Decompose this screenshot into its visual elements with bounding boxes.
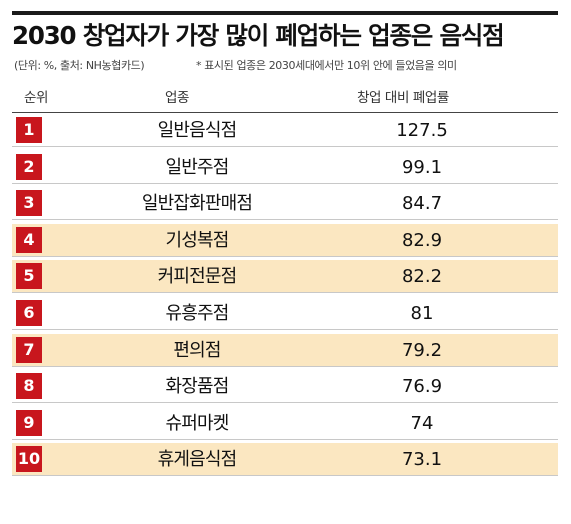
rank-badge: 1 <box>16 117 42 143</box>
header-category: 업종 <box>165 90 190 106</box>
closure-rate-value: 127.5 <box>396 120 448 141</box>
closure-rate-value: 84.7 <box>401 193 443 215</box>
table-row: 1 일반음식점 127.5 <box>12 114 558 147</box>
top-rule <box>12 11 558 15</box>
category-name: 일반잡화판매점 <box>141 193 253 215</box>
category-name: 화장품점 <box>165 376 229 398</box>
table-row: 8 화장품점 76.9 <box>12 370 558 404</box>
rank-badge: 7 <box>16 336 42 363</box>
table-row: 4 기성복점 82.9 <box>12 223 558 257</box>
unit-source-note: (단위: %, 출처: NH농협카드) <box>14 59 145 72</box>
closure-rate-value: 74 <box>410 412 434 434</box>
closure-rate-value: 73.1 <box>401 449 443 471</box>
rank-badge: 4 <box>16 226 42 253</box>
chart-title: 2030 창업자가 가장 많이 폐업하는 업종은 음식점 <box>12 21 505 50</box>
table-row: 6 유흥주점 81 <box>12 297 558 330</box>
highlight-note: * 표시된 업종은 2030세대에서만 10위 안에 들었음을 의미 <box>196 59 457 72</box>
rank-badge: 9 <box>16 409 42 436</box>
closure-rate-value: 82.2 <box>401 266 443 288</box>
rank-badge: 3 <box>16 190 42 217</box>
rank-badge: 5 <box>16 263 42 290</box>
rank-badge: 10 <box>16 446 42 473</box>
table-row: 2 일반주점 99.1 <box>12 151 558 184</box>
table-header: 순위 업종 창업 대비 폐업률 <box>12 86 558 113</box>
closure-rate-value: 76.9 <box>401 376 443 398</box>
category-name: 슈퍼마켓 <box>165 412 229 434</box>
category-name: 유흥주점 <box>165 303 229 324</box>
category-name: 일반음식점 <box>157 120 238 141</box>
header-closure-rate: 창업 대비 폐업률 <box>357 90 449 106</box>
table-row: 3 일반잡화판매점 84.7 <box>12 187 558 221</box>
closure-rate-value: 82.9 <box>401 229 443 251</box>
table-row: 9 슈퍼마켓 74 <box>12 407 558 440</box>
table-row: 5 커피전문점 82.2 <box>12 260 558 294</box>
category-name: 커피전문점 <box>157 266 238 288</box>
category-name: 휴게음식점 <box>157 449 238 471</box>
rank-badge: 2 <box>16 153 42 180</box>
category-name: 기성복점 <box>165 229 229 251</box>
table-row: 7 편의점 79.2 <box>12 333 558 367</box>
rank-badge: 6 <box>16 300 42 326</box>
table-row: 10 휴게음식점 73.1 <box>12 443 558 477</box>
closure-rate-value: 81 <box>410 303 434 324</box>
closure-rate-value: 79.2 <box>401 339 443 361</box>
rank-badge: 8 <box>16 373 42 400</box>
header-rank: 순위 <box>24 90 49 106</box>
category-name: 일반주점 <box>165 156 229 178</box>
closure-rate-value: 99.1 <box>401 156 443 178</box>
category-name: 편의점 <box>173 339 221 361</box>
